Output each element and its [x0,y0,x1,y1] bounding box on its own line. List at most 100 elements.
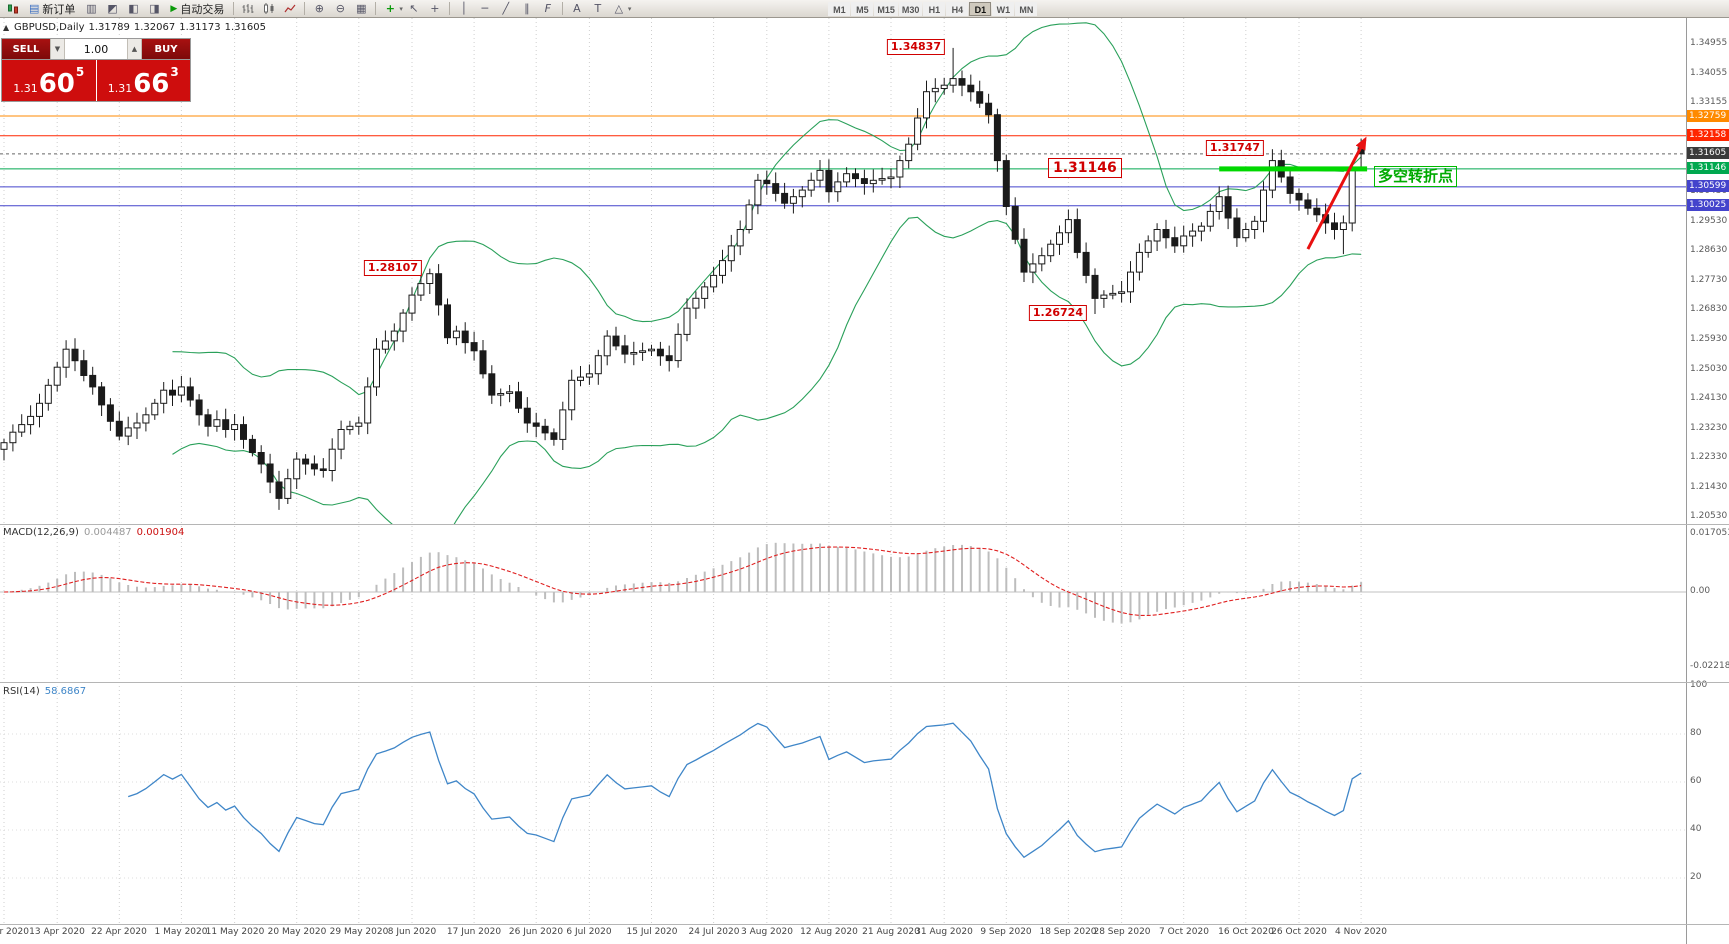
crosshair-icon[interactable]: + [430,2,440,15]
trendline-icon[interactable]: ╱ [502,2,510,15]
timeframe-button-M30[interactable]: M30 [898,1,923,16]
volume-input[interactable] [65,39,127,59]
price-axis-label: 1.23230 [1690,423,1728,433]
text-label-icon[interactable]: T [594,2,602,15]
price-axis-label: 1.26830 [1690,304,1728,314]
symbol-name: GBPUSD,Daily [14,22,85,33]
pane-separator-main-macd[interactable] [0,524,1729,525]
fibonacci-icon[interactable]: F [544,2,551,15]
pane-separator-macd-rsi[interactable] [0,682,1729,683]
shapes-dropdown-icon[interactable]: ▾ [627,4,632,13]
text-icon[interactable]: A [573,2,581,15]
price-axis-label: 1.25030 [1690,364,1728,374]
volume-decrease-button[interactable]: ▼ [50,39,65,59]
date-axis-label: 8 Jun 2020 [387,927,437,937]
date-axis-label: 22 Apr 2020 [91,927,147,937]
macd-value-main: 0.004487 [83,527,132,538]
timeframe-button-M5[interactable]: M5 [851,1,874,16]
date-axis-label: 11 May 2020 [205,927,265,937]
date-axis-label: 4 Nov 2020 [1335,927,1387,937]
ask-sup: 3 [170,65,179,79]
rsi-axis-label: 40 [1690,824,1702,834]
new-order-label: 新订单 [42,2,76,16]
price-callout-1.31747[interactable]: 1.31747 [1205,140,1264,156]
price-axis-separator [1686,18,1687,944]
autotrading-button[interactable]: ▶ 自动交易 [165,1,229,17]
indicators-icon[interactable]: + [385,2,395,15]
timeframe-button-H4[interactable]: H4 [946,1,969,16]
price-axis-label: 1.29530 [1690,216,1728,226]
price-level-badge: 1.31605 [1687,147,1729,159]
price-callout-1.34837[interactable]: 1.34837 [886,39,945,55]
date-axis-label: 31 Aug 2020 [915,927,973,937]
panel-collapse-icon[interactable]: ▲ [3,23,10,32]
horizontal-line-icon[interactable]: ─ [481,2,489,15]
timeframe-button-M1[interactable]: M1 [828,1,851,16]
macd-axis-label: 0.017053 [1690,528,1729,538]
rsi-indicator-label: RSI(14) 58.6867 [3,686,86,697]
rsi-pane [0,722,1686,879]
turning-point-label[interactable]: 多空转折点 [1374,166,1458,187]
play-icon: ▶ [170,3,178,14]
date-axis-label: 24 Jul 2020 [688,927,740,937]
ask-big: 66 [133,69,170,99]
price-axis-label: 1.33155 [1690,97,1728,107]
profiles-icon[interactable]: ▥ [86,2,97,15]
bar-chart-icon[interactable] [238,1,258,17]
line-chart-icon[interactable] [280,1,300,17]
zoom-out-icon[interactable]: ⊖ [335,2,345,15]
rsi-axis-label: 60 [1690,776,1702,786]
price-axis-label: 1.27730 [1690,275,1728,285]
terminal-icon[interactable]: ◨ [149,2,160,15]
new-chart-icon[interactable] [3,1,23,17]
price-level-badge: 1.32759 [1687,110,1729,122]
chart-plot[interactable] [0,18,1686,944]
indicators-dropdown-icon[interactable]: ▾ [399,4,403,13]
ask-price-display[interactable]: 1.31 66 3 [96,60,190,101]
cursor-icon[interactable]: ↖ [409,2,419,15]
bid-sup: 5 [75,65,85,79]
ask-main: 1.31 [107,82,133,95]
date-axis-label: 28 Sep 2020 [1093,927,1151,937]
toolbar-separator [304,2,306,15]
market-watch-icon[interactable]: ◩ [107,2,118,15]
ohlc-low: 1.31173 [179,22,221,33]
toolbar-separator [561,2,563,15]
macd-axis-label: 0.00 [1690,586,1711,596]
sell-button[interactable]: SELL [2,39,50,59]
rsi-axis-label: 80 [1690,728,1702,738]
tile-windows-icon[interactable]: ▦ [356,2,367,15]
zoom-in-icon[interactable]: ⊕ [314,2,324,15]
channel-icon[interactable]: ∥ [524,2,530,15]
navigator-icon[interactable]: ◧ [128,2,139,15]
vertical-line-icon[interactable]: │ [460,2,468,15]
timeframe-button-D1[interactable]: D1 [969,1,992,16]
shapes-icon[interactable]: △ [614,2,624,15]
bid-main: 1.31 [13,82,38,95]
macd-name: MACD(12,26,9) [3,527,79,538]
macd-axis-label: -0.022183 [1690,661,1729,671]
trend-arrow [1306,136,1367,250]
timeframe-button-H1[interactable]: H1 [923,1,946,16]
price-callout-1.31146[interactable]: 1.31146 [1048,158,1122,178]
bid-price-display[interactable]: 1.31 60 5 [2,60,96,101]
timeframe-button-M15[interactable]: M15 [874,1,898,16]
price-axis-label: 1.28630 [1690,245,1728,255]
date-axis-label: 17 Jun 2020 [446,927,502,937]
timeframe-button-W1[interactable]: W1 [992,1,1015,16]
timeframe-button-MN[interactable]: MN [1015,1,1038,16]
price-level-badge: 1.30025 [1687,199,1729,211]
date-axis-label: 16 Oct 2020 [1218,927,1274,937]
macd-pane [0,542,1686,624]
candlestick-chart-icon[interactable] [259,1,279,17]
buy-button[interactable]: BUY [142,39,190,59]
autotrading-label: 自动交易 [180,2,225,16]
chart-symbol-title: GBPUSD,Daily 1.31789 1.32067 1.31173 1.31605 [14,22,270,33]
volume-increase-button[interactable]: ▲ [127,39,142,59]
new-order-button[interactable]: ▤ 新订单 [24,1,80,17]
price-callout-1.26724[interactable]: 1.26724 [1028,305,1087,321]
price-callout-1.28107[interactable]: 1.28107 [363,260,422,276]
date-axis-label: 26 Oct 2020 [1271,927,1327,937]
rsi-value: 58.6867 [44,686,87,697]
date-axis-label: 3 Aug 2020 [741,927,793,937]
